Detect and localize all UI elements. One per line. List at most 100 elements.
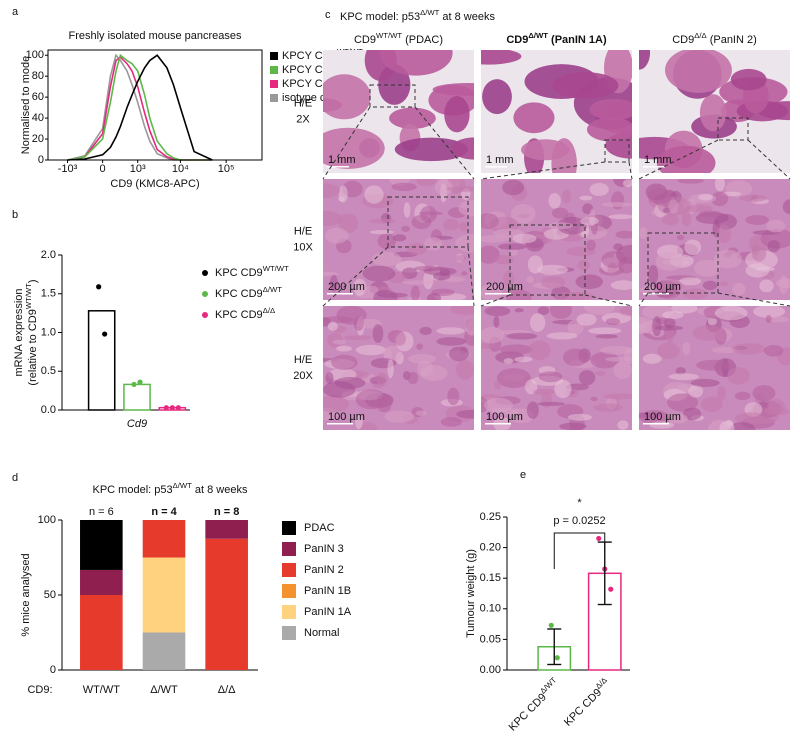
chart-title: KPC model: p53Δ/WT at 8 weeks — [93, 481, 248, 496]
stacked-bar — [80, 520, 123, 570]
tissue-texture — [537, 401, 566, 406]
tissue-texture — [717, 224, 732, 244]
tissue-texture — [383, 345, 402, 362]
y-axis-label: Tumour weight (g) — [465, 549, 477, 638]
stacked-bar — [142, 632, 186, 670]
legend-label: KPC CD9WT/WT — [215, 264, 289, 279]
tissue-texture — [537, 306, 550, 316]
tissue-texture — [639, 410, 670, 424]
tissue-texture — [401, 280, 435, 285]
tissue-texture — [325, 371, 334, 384]
tissue-texture — [551, 138, 577, 173]
tissue-texture — [567, 413, 592, 421]
tissue-texture — [763, 344, 784, 357]
tissue-texture — [561, 189, 571, 204]
y-tick-label: 60 — [32, 91, 44, 103]
tissue-texture — [365, 285, 379, 294]
tissue-texture — [458, 200, 474, 217]
tissue-texture — [753, 306, 786, 318]
tissue-texture — [493, 380, 502, 390]
tissue-texture — [327, 321, 338, 331]
legend-marker — [202, 270, 208, 276]
tissue-texture — [481, 213, 499, 230]
tissue-texture — [423, 267, 457, 276]
data-point — [163, 405, 169, 411]
scale-bar-label: 1 mm — [644, 154, 672, 166]
tissue-texture — [647, 188, 672, 205]
tissue-texture — [455, 234, 474, 253]
tissue-texture — [662, 207, 670, 213]
tissue-texture — [668, 373, 699, 381]
tissue-texture — [329, 274, 338, 292]
tissue-texture — [681, 210, 692, 227]
column-label-part: CD9 — [506, 34, 528, 46]
x-tick-label: 10⁵ — [218, 163, 235, 175]
legend-label: Normal — [304, 627, 339, 639]
x-tick-label-part: KPC CD9 — [562, 686, 604, 728]
tissue-texture — [576, 313, 597, 326]
tissue-texture — [384, 410, 415, 423]
tissue-texture — [694, 259, 721, 277]
zoom-line — [414, 106, 475, 180]
tissue-texture — [499, 344, 533, 355]
tissue-texture — [639, 317, 655, 334]
zoom-box — [387, 196, 469, 248]
tissue-texture — [444, 96, 470, 133]
tissue-texture — [714, 306, 748, 321]
tissue-texture — [601, 202, 632, 207]
tissue-texture — [751, 245, 767, 262]
y-tick-label: 0.10 — [480, 603, 501, 615]
tissue-texture — [648, 265, 659, 284]
legend-label: KPC CD9Δ/Δ — [215, 306, 275, 321]
tissue-texture — [707, 317, 717, 326]
tissue-texture — [586, 239, 596, 251]
tissue-texture — [369, 218, 396, 224]
column-label: CD9WT/WT (PDAC) — [354, 31, 443, 46]
tissue-texture — [579, 195, 593, 201]
zoom-line — [584, 294, 633, 307]
tissue-texture — [455, 360, 474, 380]
y-axis-label: Normalised to mode — [20, 56, 32, 154]
y-tick-label: 50 — [44, 589, 56, 601]
x-tick-label: 10⁴ — [172, 163, 189, 175]
tissue-texture — [362, 265, 396, 282]
tissue-texture — [675, 367, 686, 375]
y-axis-label: (relative to CD9WT/WT) — [24, 279, 39, 385]
tissue-texture — [562, 348, 589, 367]
histology-title-part: at 8 weeks — [439, 11, 495, 23]
tissue-texture — [719, 420, 735, 430]
tissue-texture — [481, 50, 522, 65]
tissue-texture — [359, 422, 377, 430]
panel-letter: b — [12, 209, 18, 221]
tissue-texture — [443, 218, 459, 231]
tissue-texture — [338, 196, 345, 202]
legend-label: PanIN 1B — [304, 585, 351, 597]
tissue-texture — [766, 219, 786, 233]
tissue-texture — [759, 279, 774, 293]
tissue-texture — [767, 316, 790, 323]
tissue-texture — [419, 365, 448, 381]
tissue-texture — [482, 79, 512, 115]
y-tick-label: 40 — [32, 112, 44, 124]
tissue-texture — [540, 276, 566, 289]
tissue-texture — [323, 127, 385, 169]
legend-label-part: WT/WT — [263, 264, 289, 273]
tissue-texture — [448, 346, 469, 362]
y-tick-label: 0 — [50, 664, 56, 676]
zoom-line — [467, 246, 475, 307]
tissue-texture — [459, 221, 468, 232]
tissue-texture — [688, 384, 704, 398]
tissue-texture — [440, 417, 463, 427]
data-point — [596, 535, 602, 542]
y-tick-label: 80 — [32, 70, 44, 82]
tissue-texture — [323, 271, 340, 277]
x-tick-label-part: Δ/WT — [538, 675, 558, 695]
y-tick-label: 0.20 — [480, 542, 501, 554]
row-stain: H/E — [294, 225, 312, 237]
tissue-texture — [514, 308, 524, 313]
tissue-texture — [654, 325, 684, 331]
tissue-texture — [446, 186, 474, 192]
tissue-texture — [538, 371, 563, 383]
x-axis-label: CD9 (KMC8-APC) — [110, 178, 199, 190]
legend-label: PanIN 2 — [304, 564, 344, 576]
